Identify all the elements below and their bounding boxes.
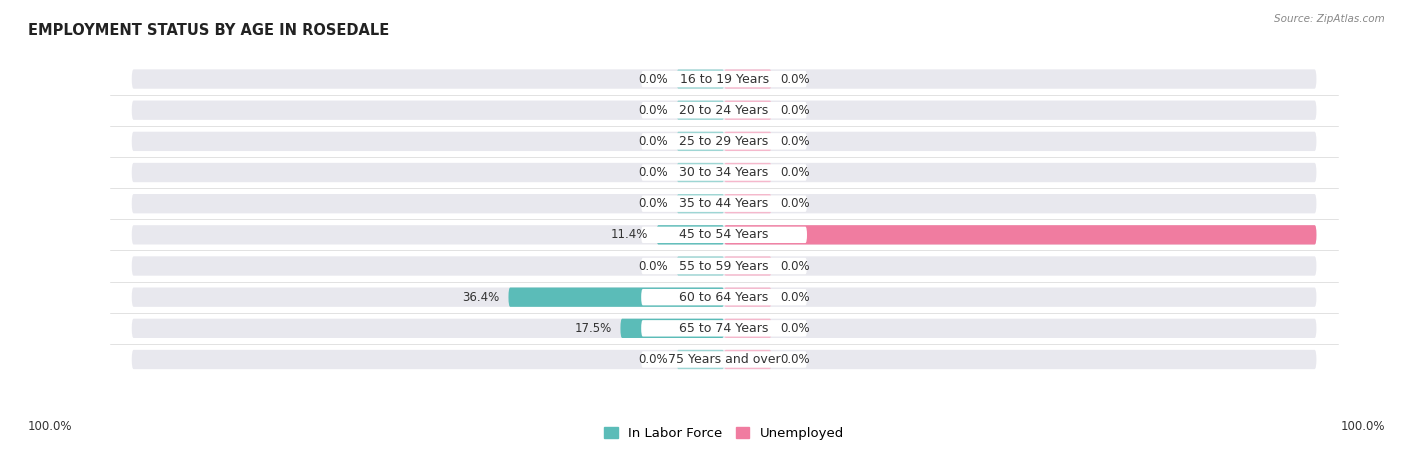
FancyBboxPatch shape — [132, 319, 1316, 338]
Text: 0.0%: 0.0% — [638, 197, 668, 210]
FancyBboxPatch shape — [132, 287, 1316, 307]
Text: 45 to 54 Years: 45 to 54 Years — [679, 228, 769, 241]
Text: 0.0%: 0.0% — [780, 197, 810, 210]
Text: 100.0%: 100.0% — [1340, 420, 1385, 433]
FancyBboxPatch shape — [676, 194, 724, 213]
Text: 75 Years and over: 75 Years and over — [668, 353, 780, 366]
FancyBboxPatch shape — [132, 69, 1316, 89]
Text: 11.4%: 11.4% — [610, 228, 648, 241]
Text: 60 to 64 Years: 60 to 64 Years — [679, 290, 769, 304]
FancyBboxPatch shape — [724, 350, 772, 369]
FancyBboxPatch shape — [724, 132, 772, 151]
Text: 0.0%: 0.0% — [638, 259, 668, 272]
FancyBboxPatch shape — [676, 256, 724, 276]
FancyBboxPatch shape — [641, 195, 807, 212]
FancyBboxPatch shape — [676, 132, 724, 151]
FancyBboxPatch shape — [724, 287, 772, 307]
Text: 0.0%: 0.0% — [638, 166, 668, 179]
Text: 0.0%: 0.0% — [780, 290, 810, 304]
FancyBboxPatch shape — [676, 350, 724, 369]
FancyBboxPatch shape — [657, 225, 724, 244]
FancyBboxPatch shape — [641, 258, 807, 274]
FancyBboxPatch shape — [724, 101, 772, 120]
Text: EMPLOYMENT STATUS BY AGE IN ROSEDALE: EMPLOYMENT STATUS BY AGE IN ROSEDALE — [28, 23, 389, 37]
Text: 55 to 59 Years: 55 to 59 Years — [679, 259, 769, 272]
FancyBboxPatch shape — [132, 132, 1316, 151]
Text: 0.0%: 0.0% — [638, 135, 668, 148]
FancyBboxPatch shape — [132, 101, 1316, 120]
FancyBboxPatch shape — [724, 225, 1316, 244]
Text: 0.0%: 0.0% — [638, 353, 668, 366]
FancyBboxPatch shape — [641, 133, 807, 150]
Text: Source: ZipAtlas.com: Source: ZipAtlas.com — [1274, 14, 1385, 23]
FancyBboxPatch shape — [641, 102, 807, 119]
Text: 0.0%: 0.0% — [780, 73, 810, 86]
Text: 0.0%: 0.0% — [780, 104, 810, 117]
Text: 0.0%: 0.0% — [780, 135, 810, 148]
Text: 17.5%: 17.5% — [574, 322, 612, 335]
Text: 0.0%: 0.0% — [780, 353, 810, 366]
FancyBboxPatch shape — [641, 164, 807, 181]
FancyBboxPatch shape — [724, 319, 772, 338]
Text: 36.4%: 36.4% — [463, 290, 499, 304]
Text: 30 to 34 Years: 30 to 34 Years — [679, 166, 769, 179]
Text: 100.0%: 100.0% — [1326, 228, 1369, 241]
FancyBboxPatch shape — [620, 319, 724, 338]
FancyBboxPatch shape — [676, 101, 724, 120]
FancyBboxPatch shape — [641, 289, 807, 305]
Text: 25 to 29 Years: 25 to 29 Years — [679, 135, 769, 148]
FancyBboxPatch shape — [641, 227, 807, 243]
FancyBboxPatch shape — [724, 69, 772, 89]
Text: 0.0%: 0.0% — [638, 73, 668, 86]
FancyBboxPatch shape — [724, 163, 772, 182]
Text: 16 to 19 Years: 16 to 19 Years — [679, 73, 769, 86]
Text: 0.0%: 0.0% — [780, 166, 810, 179]
Text: 0.0%: 0.0% — [780, 259, 810, 272]
Text: 65 to 74 Years: 65 to 74 Years — [679, 322, 769, 335]
FancyBboxPatch shape — [676, 69, 724, 89]
FancyBboxPatch shape — [641, 351, 807, 368]
Text: 0.0%: 0.0% — [780, 322, 810, 335]
Text: 35 to 44 Years: 35 to 44 Years — [679, 197, 769, 210]
FancyBboxPatch shape — [641, 71, 807, 87]
FancyBboxPatch shape — [132, 350, 1316, 369]
FancyBboxPatch shape — [724, 256, 772, 276]
FancyBboxPatch shape — [509, 287, 724, 307]
Text: 20 to 24 Years: 20 to 24 Years — [679, 104, 769, 117]
Legend: In Labor Force, Unemployed: In Labor Force, Unemployed — [599, 422, 849, 445]
Text: 0.0%: 0.0% — [638, 104, 668, 117]
FancyBboxPatch shape — [132, 163, 1316, 182]
FancyBboxPatch shape — [676, 163, 724, 182]
FancyBboxPatch shape — [132, 225, 1316, 244]
Text: 100.0%: 100.0% — [28, 420, 73, 433]
FancyBboxPatch shape — [132, 256, 1316, 276]
FancyBboxPatch shape — [724, 194, 772, 213]
FancyBboxPatch shape — [132, 194, 1316, 213]
FancyBboxPatch shape — [641, 320, 807, 336]
